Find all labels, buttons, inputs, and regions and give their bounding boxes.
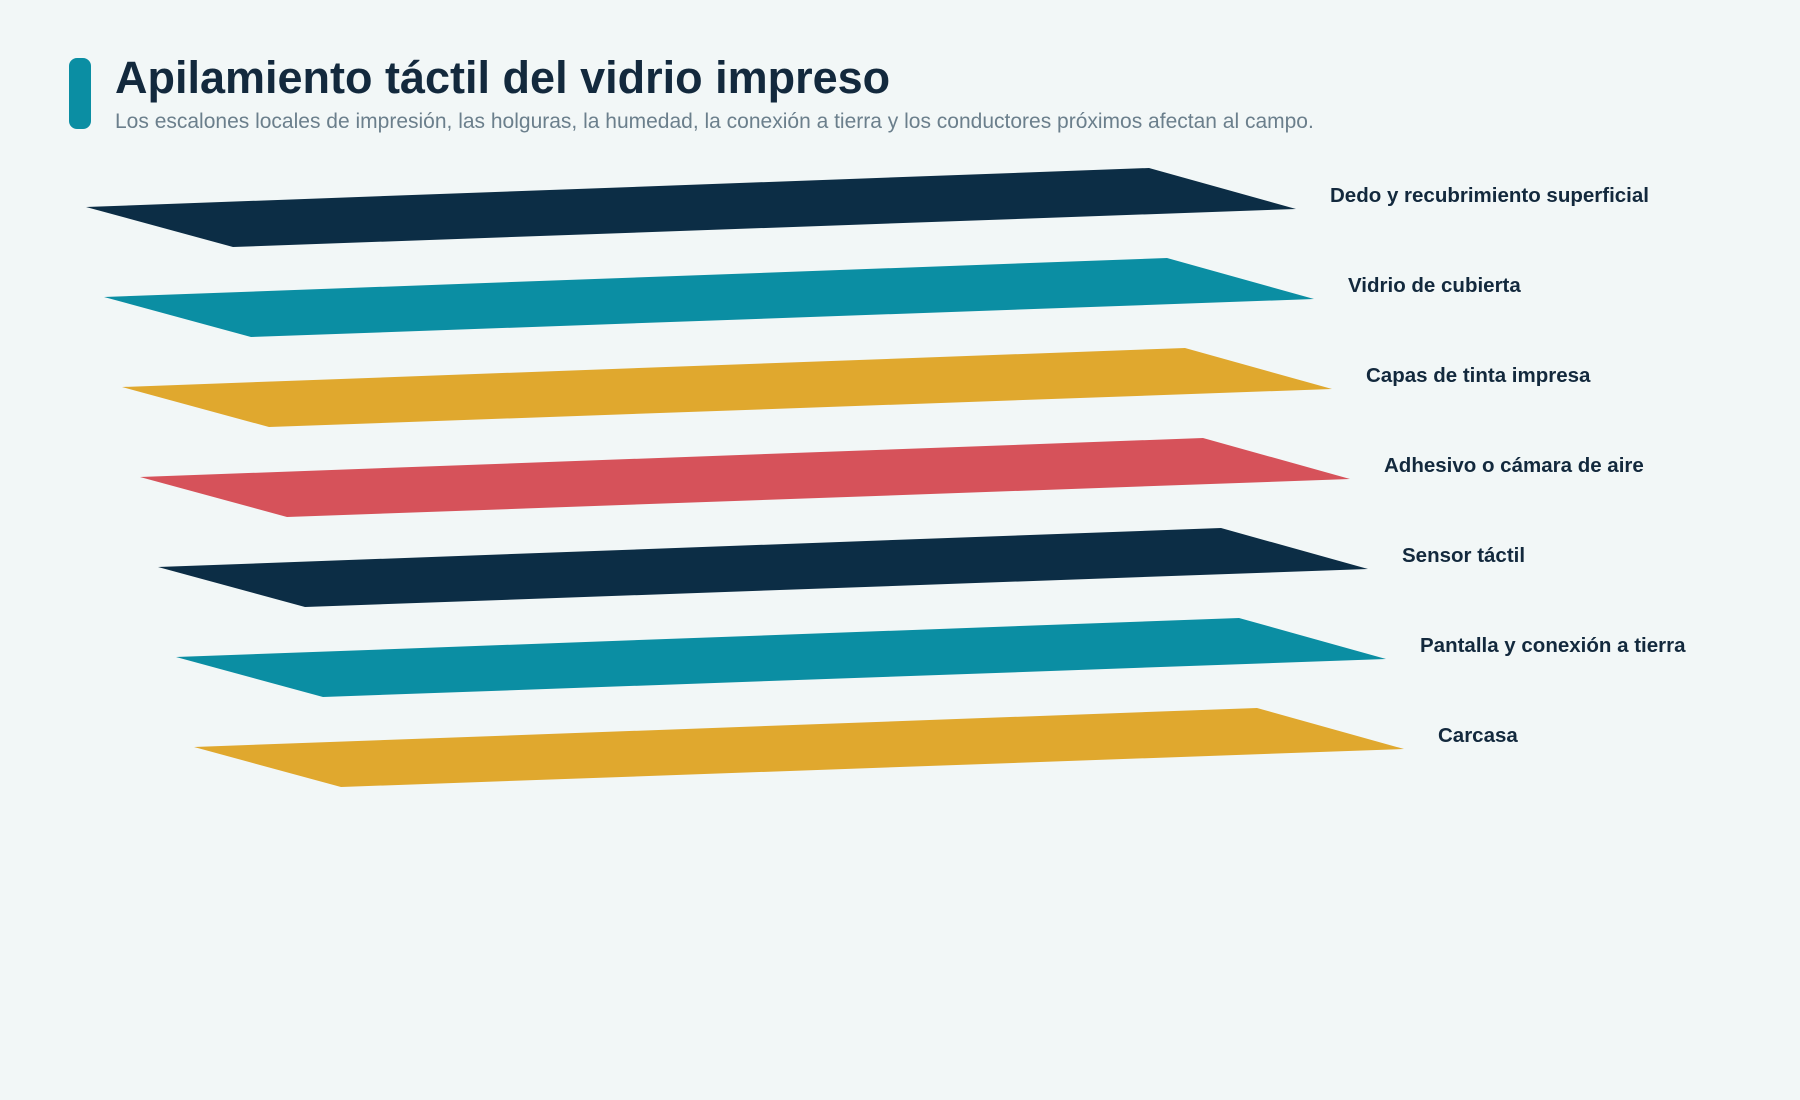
layer-label: Pantalla y conexión a tierra [1420, 634, 1686, 657]
title-accent-bar [69, 58, 91, 129]
layer-slab [176, 618, 1386, 697]
layer-label: Adhesivo o cámara de aire [1384, 454, 1644, 477]
page-title: Apilamiento táctil del vidrio impreso [115, 52, 891, 103]
layer-label: Carcasa [1438, 724, 1518, 747]
page-subtitle: Los escalones locales de impresión, las … [115, 110, 1314, 133]
layer-slab [158, 528, 1368, 607]
layer-slab [86, 168, 1296, 247]
layer-label: Sensor táctil [1402, 544, 1525, 567]
layer-slab [140, 438, 1350, 517]
layer-label: Vidrio de cubierta [1348, 274, 1521, 297]
layer-label: Dedo y recubrimiento superficial [1330, 184, 1649, 207]
layer-label: Capas de tinta impresa [1366, 364, 1591, 387]
layer-slab [122, 348, 1332, 427]
layer-slab [194, 708, 1404, 787]
layer-slab [104, 258, 1314, 337]
